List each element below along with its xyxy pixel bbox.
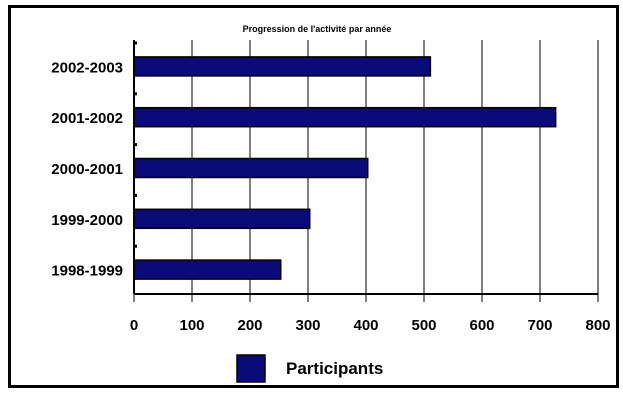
bar (133, 56, 432, 77)
x-tick-label: 600 (469, 317, 494, 334)
x-tick-label: 300 (295, 317, 320, 334)
x-tick-label: 800 (585, 317, 610, 334)
bar (133, 157, 369, 179)
frame-border-left (8, 5, 11, 388)
bar (133, 106, 557, 128)
x-tick-label: 100 (179, 317, 204, 334)
x-tick-label: 400 (353, 317, 378, 334)
bar (133, 208, 311, 230)
legend-swatch (236, 354, 266, 383)
x-tick-label: 500 (411, 317, 436, 334)
legend: Participants (236, 354, 383, 383)
frame-border-bottom (8, 385, 619, 388)
y-tick-label: 1999-2000 (51, 212, 123, 229)
x-tick-label: 200 (237, 317, 262, 334)
chart-title: Progression de l'activité par année (243, 24, 392, 34)
y-tick-label: 1998-1999 (51, 263, 123, 280)
frame-border-top (8, 5, 619, 8)
x-axis-layer: 0 100 200 300 400 500 600 700 800 (130, 293, 611, 334)
y-tick-label: 2001-2002 (51, 110, 123, 127)
x-tick-label: 700 (527, 317, 552, 334)
x-tick-label: 0 (130, 317, 138, 334)
y-tick-label: 2002-2003 (51, 59, 123, 76)
legend-label: Participants (286, 359, 383, 378)
bar (133, 259, 282, 280)
bars-layer (133, 56, 557, 280)
y-tick-label: 2000-2001 (51, 161, 123, 178)
frame-border-right (616, 5, 619, 388)
y-axis-layer: 1998-1999 1999-2000 2000-2001 2001-2002 2002… (51, 40, 137, 294)
